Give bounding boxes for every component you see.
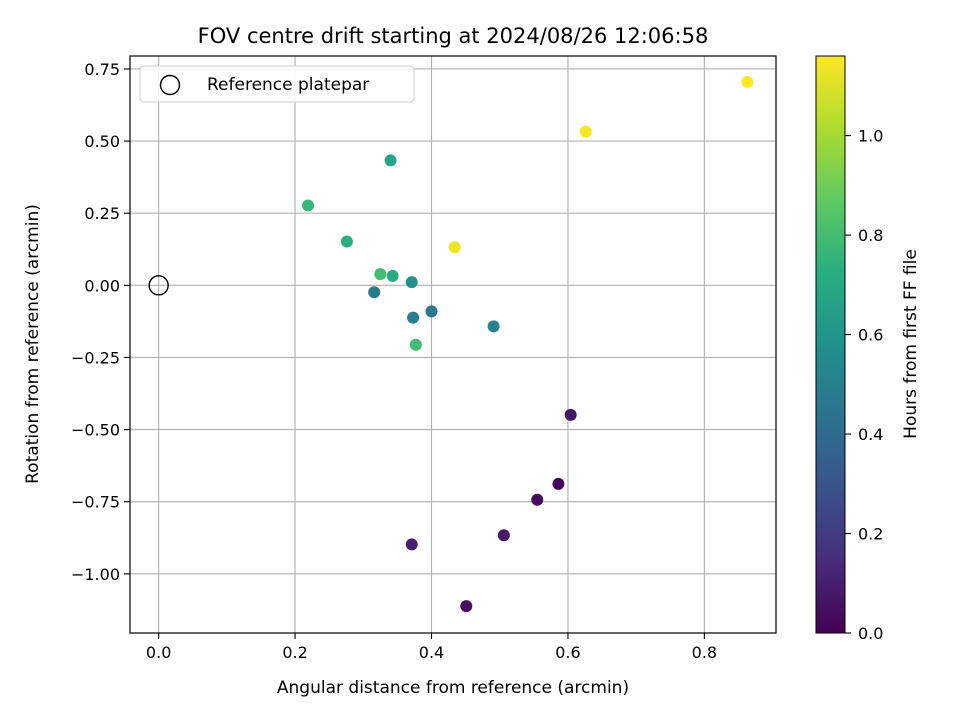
plot-frame — [129, 55, 777, 634]
colorbar-label: Hours from first FF file — [901, 249, 921, 439]
data-point — [405, 538, 418, 551]
x-tick-label: 0.0 — [146, 643, 171, 662]
x-tick-label: 0.4 — [419, 643, 444, 662]
y-tick-label: −0.50 — [71, 421, 120, 440]
data-point — [384, 154, 397, 167]
legend-marker — [159, 74, 181, 96]
x-axis-ticks: 0.0 0.2 0.4 0.6 0.8 — [146, 633, 717, 662]
y-tick-label: 0.25 — [84, 204, 120, 223]
colorbar-tick-label: 0.0 — [858, 624, 883, 643]
colorbar-tick-label: 1.0 — [858, 127, 883, 146]
data-points — [148, 75, 754, 613]
y-tick-label: 0.75 — [84, 60, 120, 79]
colorbar-tick-label: 0.6 — [858, 326, 883, 345]
data-point — [374, 268, 387, 281]
x-tick-label: 0.8 — [692, 643, 717, 662]
colorbar-tick-label: 0.8 — [858, 226, 883, 245]
legend-entry: Reference platepar — [207, 75, 369, 95]
data-point — [425, 305, 438, 318]
data-point — [302, 199, 315, 212]
y-tick-label: −0.25 — [71, 348, 120, 367]
legend: Reference platepar — [139, 65, 415, 103]
colorbar-tick-label: 0.2 — [858, 525, 883, 544]
data-point — [552, 477, 565, 490]
y-tick-label: −0.75 — [71, 493, 120, 512]
chart-title: FOV centre drift starting at 2024/08/26 … — [198, 24, 709, 48]
data-point — [487, 320, 500, 333]
colorbar-tick-label: 0.4 — [858, 425, 883, 444]
data-point — [497, 529, 510, 542]
legend-box — [139, 65, 415, 103]
data-point — [579, 125, 592, 138]
colorbar — [815, 55, 846, 634]
y-tick-label: 0.50 — [84, 132, 120, 151]
data-point — [407, 311, 420, 324]
y-axis-label: Rotation from reference (arcmin) — [23, 204, 43, 484]
reference-platepar-marker — [148, 275, 169, 296]
x-axis-label: Angular distance from reference (arcmin) — [277, 678, 629, 698]
colorbar-ticks: 0.0 0.2 0.4 0.6 0.8 1.0 — [845, 127, 883, 643]
y-tick-label: −1.00 — [71, 565, 120, 584]
x-tick-label: 0.2 — [282, 643, 307, 662]
data-point — [368, 286, 381, 299]
y-tick-label: 0.00 — [84, 276, 120, 295]
data-point — [531, 493, 544, 506]
data-point — [409, 338, 422, 351]
data-point — [460, 600, 473, 613]
data-point — [564, 408, 577, 421]
data-point — [386, 269, 399, 282]
data-point — [448, 241, 461, 254]
data-point — [405, 276, 418, 289]
x-tick-label: 0.6 — [555, 643, 580, 662]
data-point — [340, 235, 353, 248]
data-point — [741, 75, 754, 88]
y-axis-ticks: 0.75 0.50 0.25 0.00 −0.25 −0.50 −0.75 −1.00 — [71, 60, 130, 584]
grid — [130, 56, 776, 633]
